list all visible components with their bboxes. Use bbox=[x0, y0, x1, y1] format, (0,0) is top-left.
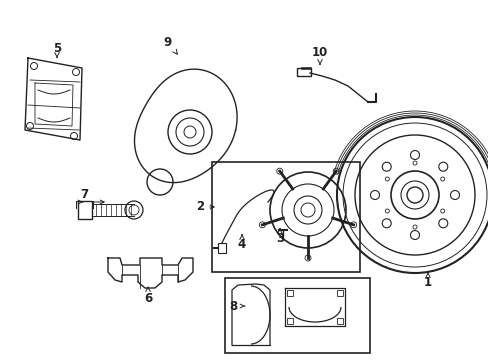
Text: 10: 10 bbox=[311, 45, 327, 64]
Bar bbox=[212, 162, 359, 272]
Bar bbox=[296, 68, 310, 76]
Text: 6: 6 bbox=[143, 287, 152, 305]
Text: 4: 4 bbox=[237, 235, 245, 251]
Text: 9: 9 bbox=[163, 36, 177, 54]
Bar bbox=[336, 318, 342, 324]
Bar bbox=[286, 290, 292, 296]
Bar bbox=[336, 290, 342, 296]
Bar bbox=[218, 243, 225, 253]
Bar bbox=[224, 278, 369, 353]
Bar bbox=[78, 201, 92, 219]
Text: 5: 5 bbox=[53, 41, 61, 57]
Text: 7: 7 bbox=[80, 188, 88, 201]
Text: 3: 3 bbox=[275, 229, 284, 244]
Bar bbox=[286, 318, 292, 324]
Text: 8: 8 bbox=[228, 300, 237, 312]
Text: 2: 2 bbox=[196, 201, 203, 213]
Text: 1: 1 bbox=[423, 273, 431, 288]
